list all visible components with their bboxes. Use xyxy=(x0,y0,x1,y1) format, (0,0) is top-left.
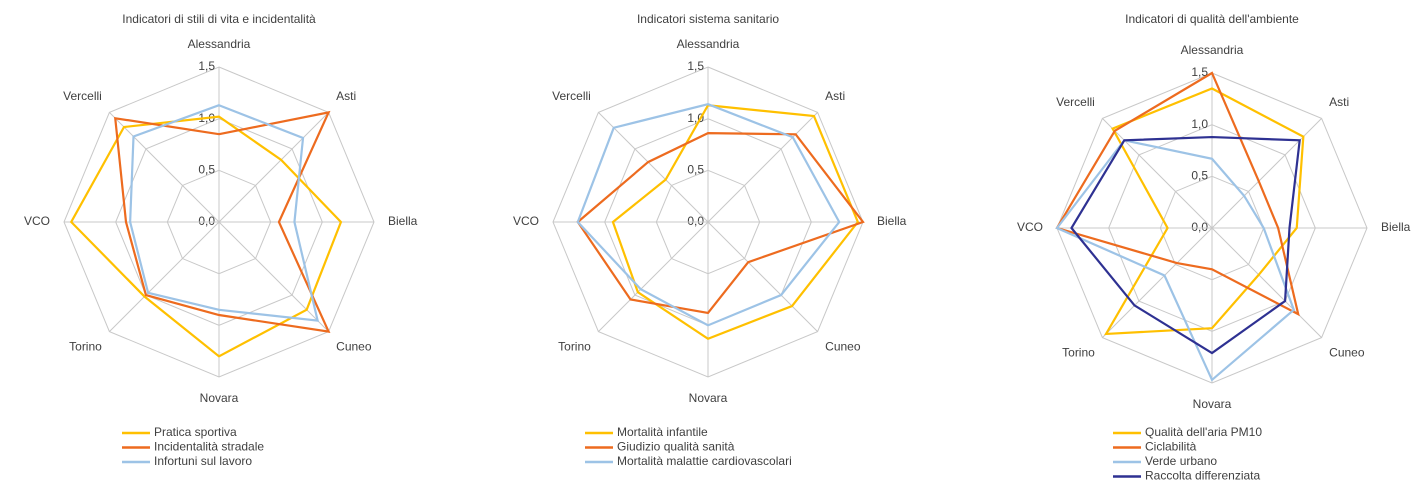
legend-label: Infortuni sul lavoro xyxy=(154,454,252,468)
legend-label: Raccolta differenziata xyxy=(1145,469,1261,483)
legend-label: Mortalità malattie cardiovascolari xyxy=(617,454,792,468)
legend-label: Verde urbano xyxy=(1145,454,1217,468)
series-line xyxy=(611,104,860,340)
series-line xyxy=(576,103,841,327)
r-tick-label: 1,5 xyxy=(687,59,704,73)
chart-title: Indicatori di stili di vita e incidental… xyxy=(122,12,316,26)
legend-label: Pratica sportiva xyxy=(154,425,237,439)
category-label: Asti xyxy=(336,89,356,103)
category-label: Biella xyxy=(877,214,907,228)
category-label: Asti xyxy=(1329,95,1349,109)
spoke xyxy=(598,221,709,332)
r-tick-label: 1,5 xyxy=(198,59,215,73)
r-tick-label: 1,5 xyxy=(1191,65,1208,79)
series-line xyxy=(114,110,331,333)
category-label: Vercelli xyxy=(63,89,102,103)
legend-label: Ciclabilità xyxy=(1145,440,1197,454)
category-label: Torino xyxy=(1062,345,1095,359)
spoke xyxy=(1211,118,1322,229)
category-label: Cuneo xyxy=(1329,345,1365,359)
chart-title: Indicatori sistema sanitario xyxy=(637,12,779,26)
category-label: VCO xyxy=(24,214,50,228)
legend-label: Incidentalità stradale xyxy=(154,440,264,454)
spoke xyxy=(707,112,818,223)
series-line xyxy=(1055,139,1296,382)
spoke xyxy=(109,221,220,332)
category-label: Alessandria xyxy=(677,37,740,51)
spoke xyxy=(109,112,220,223)
r-tick-label: 0,0 xyxy=(1191,220,1208,234)
spoke xyxy=(1102,227,1213,338)
category-label: Alessandria xyxy=(1181,43,1244,57)
category-label: Cuneo xyxy=(336,339,372,353)
category-label: Vercelli xyxy=(1056,95,1095,109)
r-tick-label: 0,5 xyxy=(1191,169,1208,183)
spoke xyxy=(1211,227,1322,338)
category-label: Novara xyxy=(1193,397,1232,411)
category-label: Vercelli xyxy=(552,89,591,103)
series-line xyxy=(576,132,865,315)
legend-label: Giudizio qualità sanità xyxy=(617,440,735,454)
r-tick-label: 0,0 xyxy=(198,214,215,228)
category-label: VCO xyxy=(513,214,539,228)
legend-label: Qualità dell'aria PM10 xyxy=(1145,425,1262,439)
legend-label: Mortalità infantile xyxy=(617,425,708,439)
category-label: VCO xyxy=(1017,220,1043,234)
category-label: Novara xyxy=(689,391,728,405)
r-tick-label: 0,0 xyxy=(687,214,704,228)
r-tick-label: 0,5 xyxy=(198,163,215,177)
series-line xyxy=(1070,135,1301,355)
category-label: Alessandria xyxy=(188,37,251,51)
r-tick-label: 0,5 xyxy=(687,163,704,177)
chart-title: Indicatori di qualità dell'ambiente xyxy=(1125,12,1299,26)
series-line xyxy=(1055,71,1300,317)
spoke xyxy=(598,112,709,223)
spoke xyxy=(707,221,818,332)
category-label: Novara xyxy=(200,391,239,405)
spoke xyxy=(218,221,329,332)
spoke xyxy=(1102,118,1213,229)
r-tick-label: 1,0 xyxy=(1191,117,1208,131)
series-line xyxy=(129,104,320,322)
category-label: Torino xyxy=(558,339,591,353)
category-label: Torino xyxy=(69,339,102,353)
category-label: Biella xyxy=(388,214,418,228)
series-line xyxy=(1104,87,1305,336)
category-label: Biella xyxy=(1381,220,1411,234)
category-label: Asti xyxy=(825,89,845,103)
category-label: Cuneo xyxy=(825,339,861,353)
series-line xyxy=(69,115,343,358)
spoke xyxy=(218,112,329,223)
